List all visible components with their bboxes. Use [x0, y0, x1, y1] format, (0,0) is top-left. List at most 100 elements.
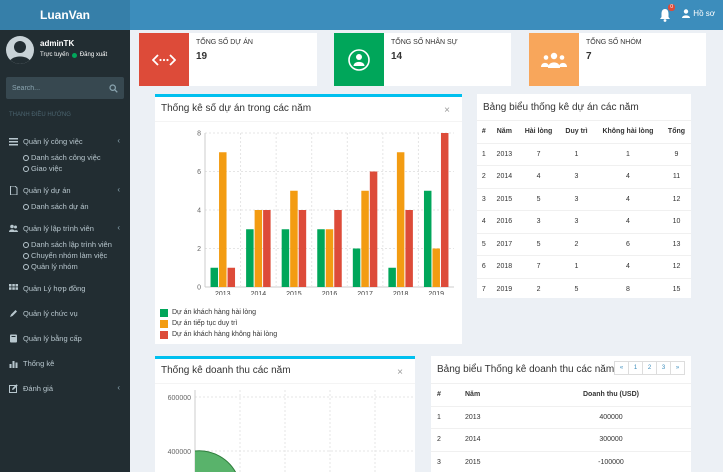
code-icon [152, 53, 176, 66]
sidebar-item-evaluation[interactable]: Đánh giá ‹ [0, 376, 130, 401]
sidebar-item-position-management[interactable]: Quản lý chức vụ [0, 301, 130, 326]
table-cell: 6 [477, 255, 491, 278]
bar[interactable] [440, 133, 449, 287]
table-cell: 2015 [461, 450, 531, 472]
legend-item[interactable]: Dự án tiếp tục duy trì [160, 318, 277, 329]
bar[interactable] [254, 210, 263, 287]
sidebar-subitem-assign-task[interactable]: Giao việc [0, 163, 130, 174]
bar[interactable] [405, 210, 413, 287]
close-icon[interactable]: × [444, 105, 450, 116]
legend-swatch [160, 330, 168, 339]
table-cell: 4 [477, 210, 491, 233]
person-icon [348, 48, 370, 71]
sidebar-item-project-management[interactable]: Quản lý dự án ‹ [0, 179, 130, 201]
project-table-box: Bảng biểu thống kê dự án các năm # Năm H… [477, 94, 691, 301]
table-cell: 3 [477, 187, 491, 211]
search-icon[interactable] [109, 83, 118, 93]
search-input[interactable] [12, 84, 102, 92]
table-cell: 400000 [531, 405, 691, 429]
legend-item[interactable]: Dự án khách hàng không hài lòng [160, 329, 277, 340]
table-cell: 4 [517, 165, 560, 188]
bar[interactable] [352, 248, 361, 288]
app-logo[interactable]: LuanVan [0, 0, 130, 30]
sidebar-item-label: Đánh giá [23, 384, 54, 393]
sidebar-subitem-developer-list[interactable]: Danh sách lập trình viên [0, 239, 130, 250]
bar[interactable] [317, 229, 325, 287]
sidebar-item-contract-management[interactable]: Quản Lý hợp đồng [0, 276, 130, 301]
x-tick-label: 2018 [393, 291, 409, 295]
sidebar-item-task-management[interactable]: Quản lý công việc ‹ [0, 130, 130, 152]
sidebar-item-label: Quản lý bằng cấp [23, 334, 82, 343]
sidebar-subitem-task-list[interactable]: Danh sách công việc [0, 152, 130, 163]
table-cell: 11 [661, 165, 691, 188]
box-title: Thống kê số dự án trong các năm [161, 103, 312, 114]
infobox-value: 14 [391, 51, 403, 62]
bar[interactable] [246, 229, 254, 287]
bell-icon[interactable] [659, 8, 671, 22]
table-cell: 2013 [490, 142, 518, 166]
project-chart-box: Thống kê số dự án trong các năm × 0 2 4 6 8 2… [155, 94, 462, 344]
bar[interactable] [263, 210, 271, 287]
legend-label: Dự án tiếp tục duy trì [172, 320, 238, 327]
table-row: 7 2019 2 5 8 15 [477, 277, 691, 301]
sidebar-subitem-change-team[interactable]: Chuyển nhóm làm việc [0, 250, 130, 261]
sidebar-subitem-team-management[interactable]: Quản lý nhóm [0, 261, 130, 272]
legend-label: Dự án khách hàng không hài lòng [172, 331, 278, 338]
infobox-value: 19 [196, 51, 208, 62]
table-cell: 3 [559, 210, 594, 233]
table-cell: 12 [661, 187, 691, 211]
table-cell: 4 [593, 165, 662, 188]
bar[interactable] [219, 152, 227, 287]
pager-page-3[interactable]: 3 [656, 361, 671, 375]
pager-next[interactable]: » [670, 361, 685, 375]
user-profile-menu[interactable]: Hồ sơ [682, 9, 715, 18]
sidebar-item-statistics[interactable]: Thống kê [0, 351, 130, 376]
box-title: Bảng biểu thống kê dự án các năm [483, 102, 639, 113]
bar[interactable] [423, 190, 432, 287]
table-header-row: # Năm Hài lòng Duy trì Không hài lòng Tổ… [477, 120, 691, 143]
y-tick-label: 0 [197, 285, 201, 292]
infobox-label: TỔNG SỐ NHÂN SỰ [391, 39, 458, 46]
avatar [6, 36, 34, 64]
notification-badge: 0 [668, 4, 675, 11]
bar[interactable] [369, 171, 378, 288]
infobox-icon-bg [139, 33, 189, 86]
close-icon[interactable]: × [397, 367, 403, 378]
bar[interactable] [334, 210, 342, 287]
box-title: Bảng biểu Thống kê doanh thu các năm [437, 364, 615, 375]
pager-page-2[interactable]: 2 [642, 361, 657, 375]
table-cell: 6 [593, 232, 662, 256]
bar[interactable] [210, 267, 219, 287]
bar[interactable] [432, 248, 440, 288]
project-stats-table: # Năm Hài lòng Duy trì Không hài lòng Tổ… [477, 120, 691, 301]
table-cell: 2013 [461, 405, 531, 429]
table-header: Doanh thu (USD) [531, 383, 691, 406]
y-tick-label: 8 [197, 131, 201, 138]
revenue-table: # Năm Doanh thu (USD) 1 2013 400000 2 2014 30… [431, 383, 691, 472]
bar[interactable] [325, 229, 334, 287]
table-row: 3 2015 -100000 [431, 450, 691, 472]
table-row: 6 2018 7 1 4 12 [477, 255, 691, 278]
user-name: adminTK [40, 39, 75, 48]
legend-item[interactable]: Dự án khách hàng hài lòng [160, 307, 277, 318]
sidebar-subitem-project-list[interactable]: Danh sách dự án [0, 201, 130, 212]
bar[interactable] [298, 210, 307, 287]
table-cell: 5 [477, 232, 491, 256]
bar[interactable] [396, 152, 405, 287]
bar[interactable] [281, 229, 290, 287]
sidebar-item-degree-management[interactable]: Quản lý bằng cấp [0, 326, 130, 351]
pager-page-1[interactable]: 1 [628, 361, 643, 375]
nav-header: THANH ĐIỀU HƯỚNG [9, 112, 71, 118]
table-row: 1 2013 7 1 1 9 [477, 142, 691, 166]
table-header: Hài lòng [517, 120, 560, 143]
bar[interactable] [290, 190, 298, 287]
sidebar-item-developer-management[interactable]: Quản lý lập trình viên ‹ [0, 217, 130, 239]
bar[interactable] [227, 267, 236, 287]
bar[interactable] [388, 267, 396, 287]
table-cell: 2016 [490, 210, 518, 233]
x-tick-label: 2016 [322, 291, 338, 295]
bar[interactable] [361, 190, 369, 287]
logout-link[interactable]: Đăng xuất [79, 52, 108, 58]
pager-prev[interactable]: « [614, 361, 629, 375]
y-tick-label: 400000 [168, 449, 191, 456]
